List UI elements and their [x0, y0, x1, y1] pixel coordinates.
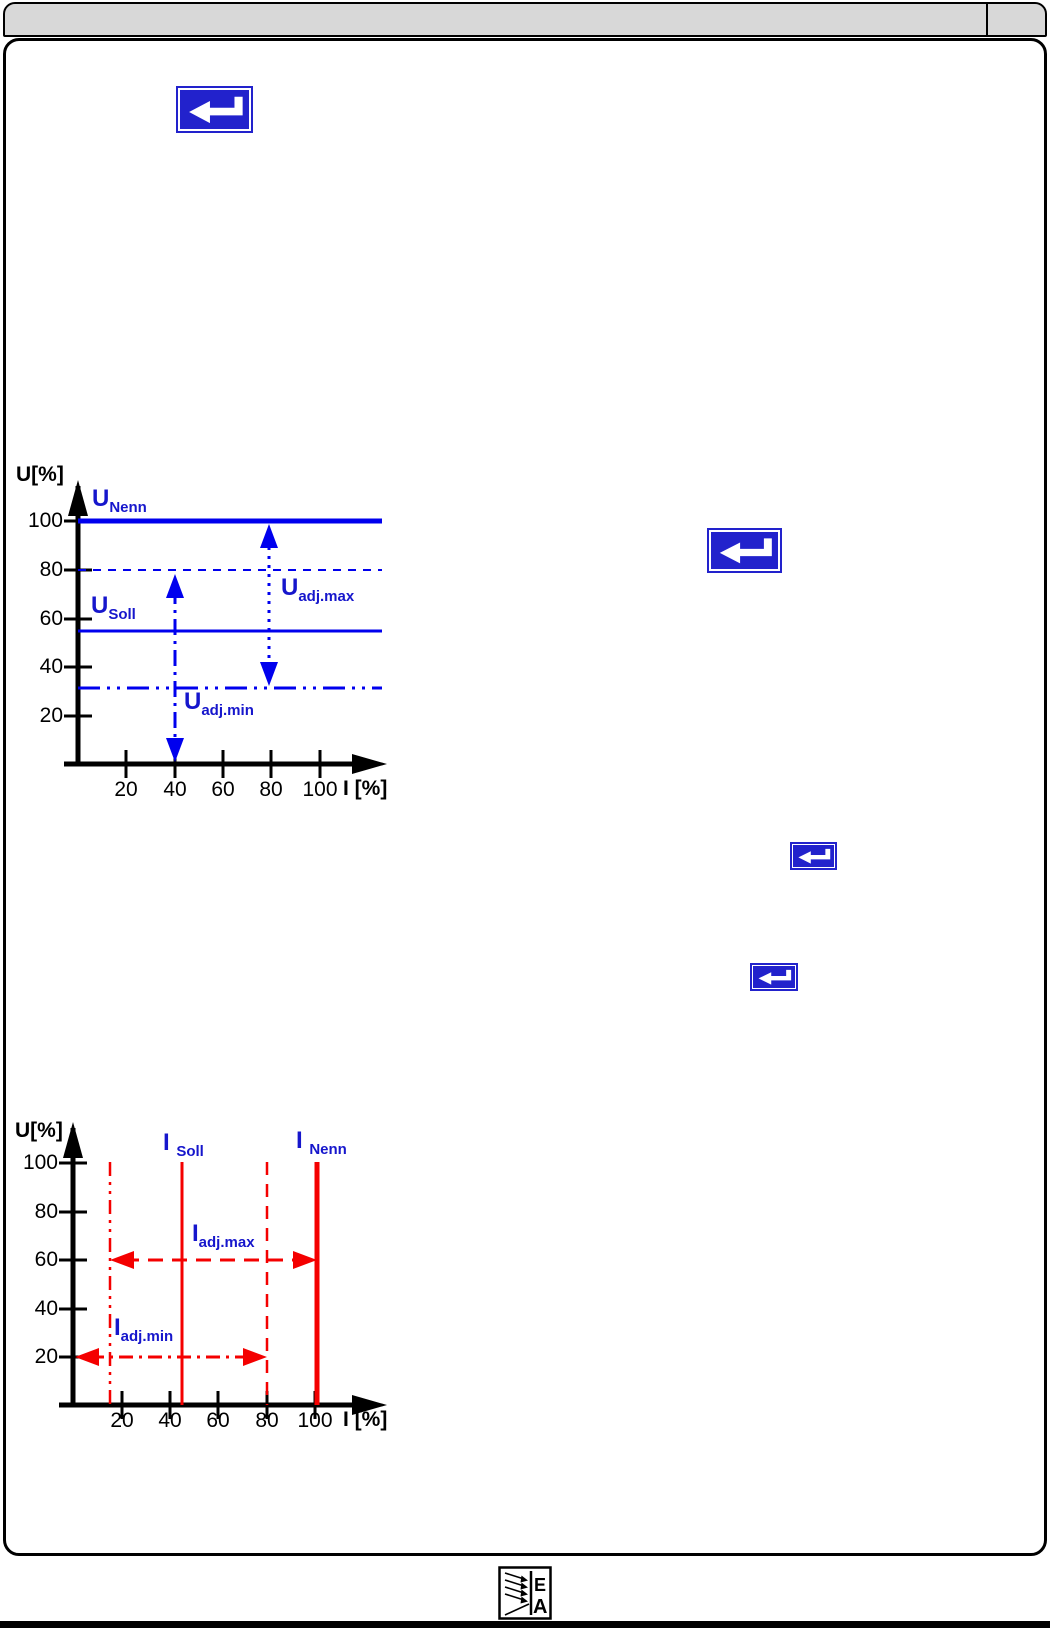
enter-return-key-icon — [176, 86, 253, 133]
x-axis-title: I [%] — [343, 1408, 388, 1431]
x-axis-ticks — [124, 750, 322, 778]
series-label-i-nenn: I Nenn — [296, 1127, 347, 1158]
header-divider — [986, 4, 988, 35]
x-tick-label: 20 — [110, 1409, 134, 1432]
page-bottom-rule — [0, 1621, 1050, 1628]
page-content-frame — [3, 38, 1047, 1556]
logo-letter-e: E — [534, 1575, 546, 1595]
y-tick-label: 60 — [34, 1248, 58, 1271]
x-tick-label: 40 — [163, 778, 187, 801]
y-tick-label: 40 — [39, 655, 63, 678]
y-tick-label: 100 — [22, 1151, 58, 1174]
y-tick-label: 100 — [27, 509, 63, 532]
annotation-label-i-adj-min: Iadj.min — [114, 1314, 174, 1345]
y-tick-label: 40 — [34, 1297, 58, 1320]
y-tick-label: 60 — [39, 607, 63, 630]
y-axis-arrowhead — [68, 480, 88, 516]
x-tick-label: 80 — [259, 778, 283, 801]
u-adj-min-arrow — [166, 574, 184, 762]
x-tick-label: 60 — [206, 1409, 230, 1432]
page-header-bar — [3, 2, 1047, 37]
enter-return-key-icon-face — [180, 90, 249, 129]
x-tick-label: 80 — [255, 1409, 279, 1432]
voltage-adjust-range-chart — [64, 480, 387, 778]
i-adj-min-arrow — [75, 1348, 267, 1366]
y-tick-label: 20 — [39, 704, 63, 727]
i-adj-max-arrow — [110, 1251, 317, 1269]
enter-return-key-icon-face — [793, 845, 834, 867]
x-tick-label: 100 — [302, 778, 338, 801]
x-tick-label: 60 — [211, 778, 235, 801]
logo-arrows — [504, 1572, 530, 1616]
annotation-label-i-adj-max: Iadj.max — [192, 1220, 255, 1251]
y-axis-title: U[%] — [16, 463, 64, 486]
x-axis-arrowhead — [352, 1395, 387, 1415]
series-label-u-soll: USoll — [91, 592, 136, 623]
annotation-label-u-adj-min: Uadj.min — [184, 688, 254, 719]
y-axis-arrowhead — [63, 1122, 83, 1158]
y-axis-title: U[%] — [15, 1119, 63, 1142]
u-adj-max-arrow — [260, 524, 278, 686]
ea-elektro-automatik-logo: E A — [498, 1566, 552, 1620]
y-tick-label: 80 — [39, 558, 63, 581]
x-tick-label: 100 — [297, 1409, 333, 1432]
enter-return-key-icon-face — [711, 532, 778, 569]
enter-return-key-icon — [750, 963, 798, 991]
enter-return-key-icon — [707, 528, 782, 573]
series-label-i-soll: I Soll — [163, 1129, 204, 1160]
x-tick-label: 20 — [114, 778, 138, 801]
x-axis-title: I [%] — [343, 777, 388, 800]
x-tick-label: 40 — [158, 1409, 182, 1432]
current-adjust-range-chart — [59, 1122, 387, 1419]
y-tick-label: 80 — [34, 1200, 58, 1223]
y-tick-label: 20 — [34, 1345, 58, 1368]
logo-letter-a: A — [533, 1596, 547, 1618]
series-label-u-nenn: UNenn — [92, 485, 147, 516]
enter-return-key-icon — [790, 842, 837, 870]
annotation-label-u-adj-max: Uadj.max — [281, 574, 355, 605]
enter-return-key-icon-face — [753, 966, 795, 988]
x-axis-arrowhead — [352, 754, 387, 774]
